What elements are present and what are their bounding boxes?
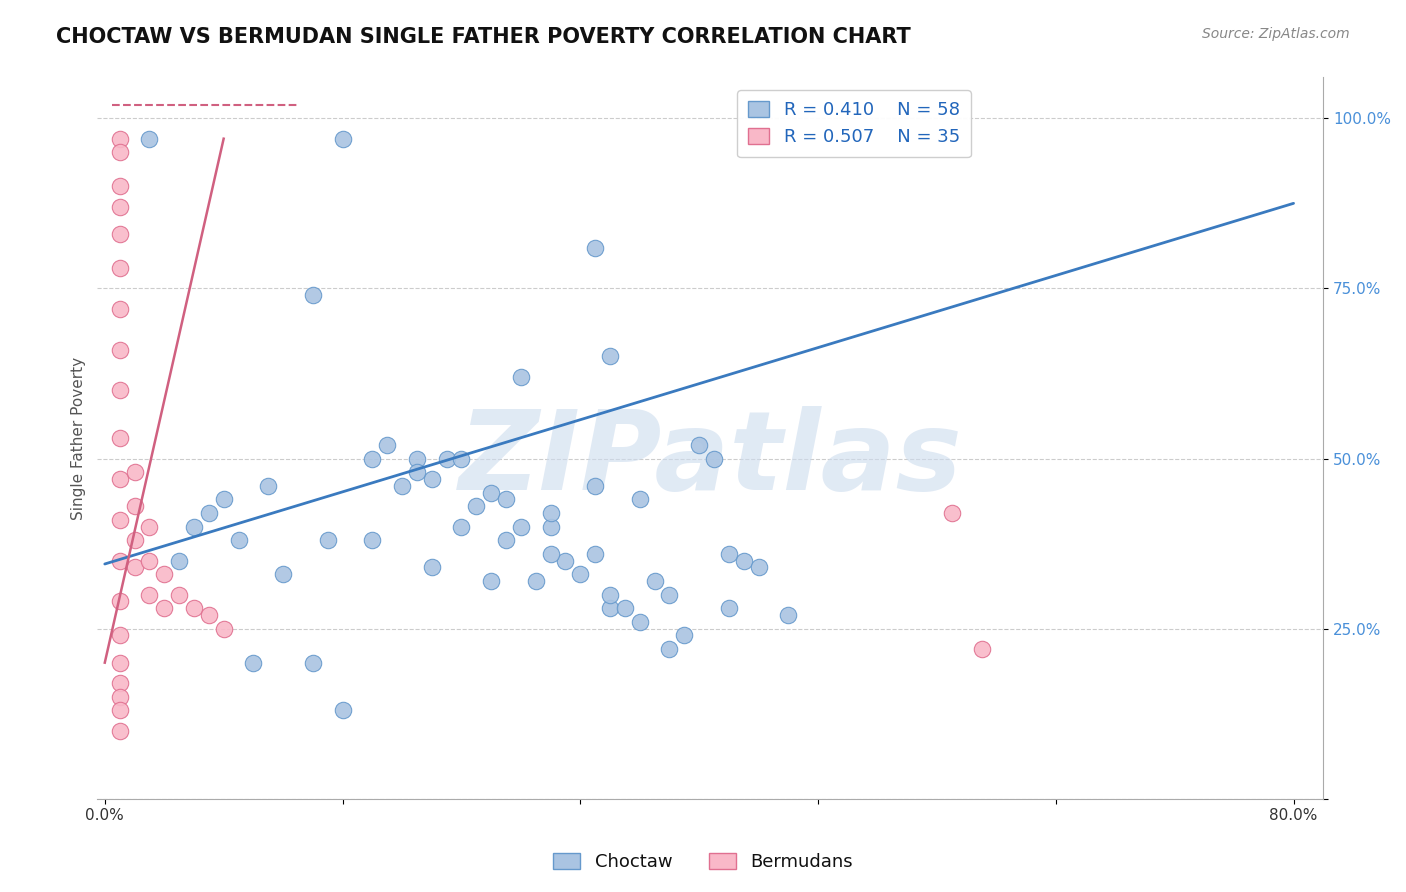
Point [778, 607, 800, 622]
Point [509, 519, 531, 533]
Point [688, 438, 710, 452]
Point [673, 628, 696, 642]
Point [138, 553, 160, 567]
Point [420, 560, 443, 574]
Point [495, 533, 517, 548]
Point [599, 601, 621, 615]
Point [540, 547, 562, 561]
Point [108, 703, 131, 717]
Point [332, 131, 354, 145]
Point [108, 676, 131, 690]
Point [554, 553, 576, 567]
Point [108, 656, 131, 670]
Point [748, 560, 770, 574]
Point [436, 451, 458, 466]
Point [391, 479, 413, 493]
Point [257, 479, 280, 493]
Point [450, 519, 472, 533]
Point [301, 288, 323, 302]
Point [599, 350, 621, 364]
Point [583, 479, 606, 493]
Point [509, 369, 531, 384]
Point [183, 519, 205, 533]
Point [405, 465, 427, 479]
Point [124, 533, 146, 548]
Point [108, 179, 131, 194]
Point [405, 451, 427, 466]
Point [153, 601, 176, 615]
Point [167, 588, 190, 602]
Point [540, 519, 562, 533]
Point [212, 622, 235, 636]
Point [124, 560, 146, 574]
Point [361, 533, 384, 548]
Point [941, 506, 963, 520]
Point [644, 574, 666, 588]
Point [450, 451, 472, 466]
Point [271, 567, 294, 582]
Point [212, 492, 235, 507]
Point [124, 499, 146, 513]
Point [198, 506, 221, 520]
Point [183, 601, 205, 615]
Point [153, 567, 176, 582]
Point [583, 241, 606, 255]
Point [167, 553, 190, 567]
Point [301, 656, 323, 670]
Point [108, 513, 131, 527]
Point [375, 438, 398, 452]
Point [583, 547, 606, 561]
Point [495, 492, 517, 507]
Point [108, 690, 131, 704]
Point [242, 656, 264, 670]
Text: CHOCTAW VS BERMUDAN SINGLE FATHER POVERTY CORRELATION CHART: CHOCTAW VS BERMUDAN SINGLE FATHER POVERT… [56, 27, 911, 46]
Point [599, 588, 621, 602]
Point [108, 343, 131, 357]
Point [108, 723, 131, 738]
Point [108, 145, 131, 160]
Text: ZIPatlas: ZIPatlas [458, 406, 962, 513]
Text: Source: ZipAtlas.com: Source: ZipAtlas.com [1202, 27, 1350, 41]
Y-axis label: Single Father Poverty: Single Father Poverty [72, 357, 86, 520]
Point [138, 131, 160, 145]
Point [569, 567, 592, 582]
Point [108, 260, 131, 275]
Point [108, 131, 131, 145]
Point [658, 588, 681, 602]
Point [108, 431, 131, 445]
Point [108, 553, 131, 567]
Point [658, 642, 681, 657]
Legend: R = 0.410    N = 58, R = 0.507    N = 35: R = 0.410 N = 58, R = 0.507 N = 35 [737, 90, 972, 157]
Point [717, 547, 740, 561]
Point [332, 703, 354, 717]
Point [124, 465, 146, 479]
Point [970, 642, 993, 657]
Point [108, 301, 131, 316]
Point [479, 485, 502, 500]
Point [420, 472, 443, 486]
Point [138, 588, 160, 602]
Point [198, 607, 221, 622]
Point [540, 506, 562, 520]
Point [108, 628, 131, 642]
Point [316, 533, 339, 548]
Point [703, 451, 725, 466]
Point [465, 499, 488, 513]
Point [479, 574, 502, 588]
Point [108, 227, 131, 241]
Point [717, 601, 740, 615]
Point [524, 574, 547, 588]
Point [613, 601, 636, 615]
Point [361, 451, 384, 466]
Legend: Choctaw, Bermudans: Choctaw, Bermudans [546, 846, 860, 879]
Point [108, 384, 131, 398]
Point [108, 200, 131, 214]
Point [228, 533, 250, 548]
Point [108, 472, 131, 486]
Point [138, 519, 160, 533]
Point [628, 615, 651, 629]
Point [108, 594, 131, 608]
Point [733, 553, 755, 567]
Point [628, 492, 651, 507]
